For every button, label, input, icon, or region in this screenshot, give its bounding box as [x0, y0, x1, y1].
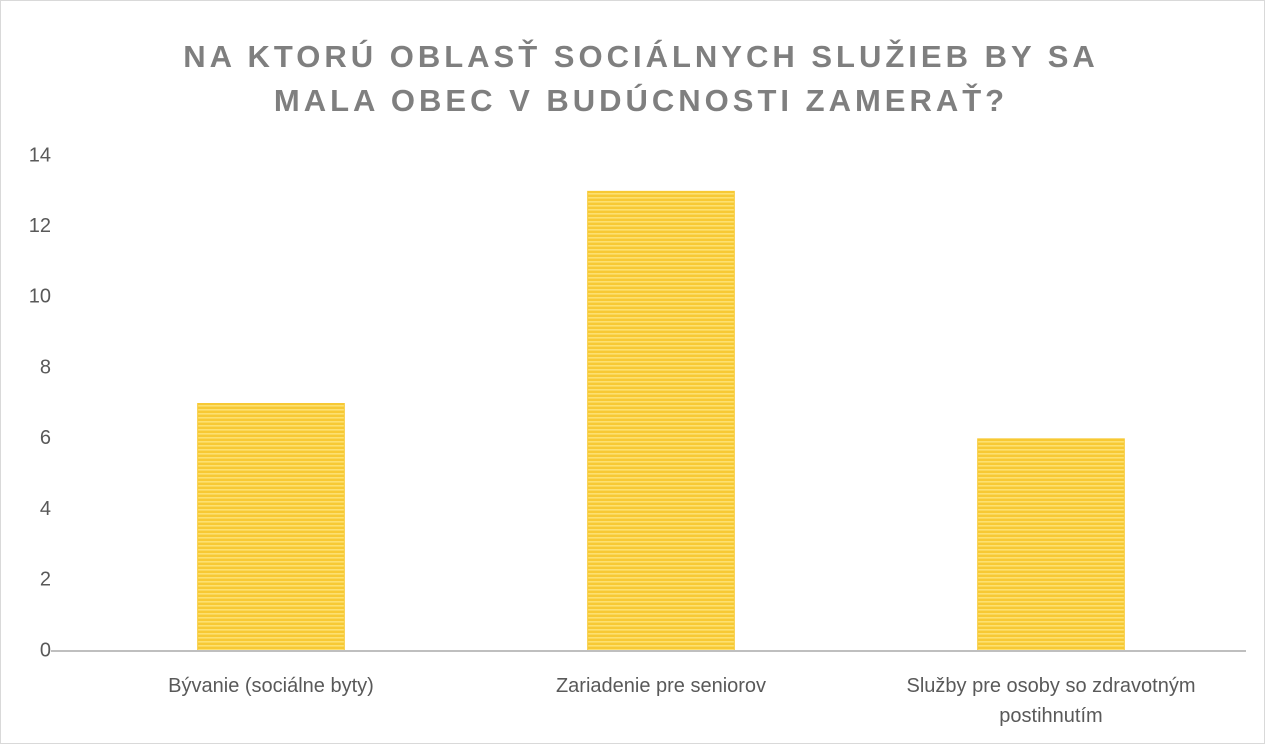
bar	[197, 403, 345, 652]
bar	[977, 438, 1125, 652]
y-tick-label: 14	[29, 144, 51, 166]
y-tick-label: 6	[40, 427, 51, 449]
x-tick-label: Služby pre osoby so zdravotným postihnut…	[906, 675, 1196, 727]
y-tick-label: 0	[40, 639, 51, 661]
bar	[587, 190, 735, 652]
chart-title: NA KTORÚ OBLASŤ SOCIÁLNYCH SLUŽIEB BY SA…	[183, 39, 1099, 118]
y-tick-label: 8	[40, 356, 51, 378]
y-tick-label: 12	[29, 215, 51, 237]
x-tick-label: Bývanie (sociálne byty)	[168, 675, 374, 697]
y-tick-label: 10	[29, 286, 51, 308]
y-tick-label: 4	[40, 498, 51, 520]
x-tick-label: Zariadenie pre seniorov	[555, 675, 767, 697]
y-tick-label: 2	[40, 569, 51, 591]
